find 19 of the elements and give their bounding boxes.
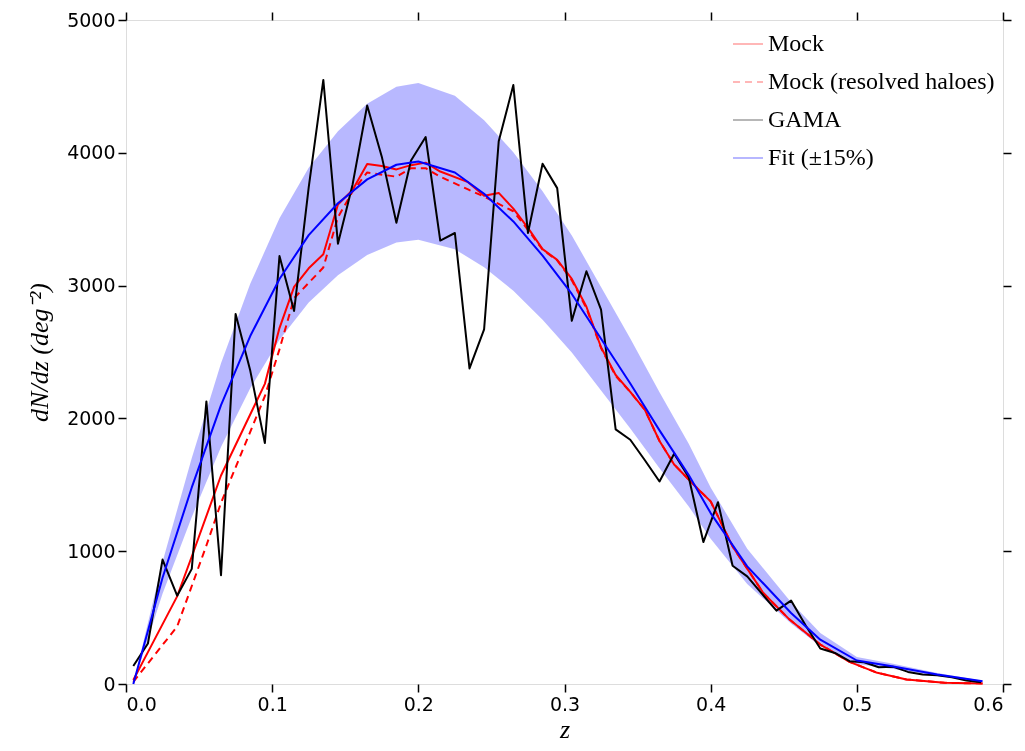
- x-tick-label: 0.0: [126, 692, 157, 715]
- x-tick-label: 0.2: [403, 692, 434, 715]
- x-tick-label: 0.1: [257, 692, 288, 715]
- x-tick-label: 0.4: [696, 692, 727, 715]
- y-tick-label: 1000: [67, 539, 116, 562]
- legend-label: Mock (resolved haloes): [768, 68, 995, 94]
- y-tick-label: 0: [103, 672, 116, 695]
- legend-label: GAMA: [768, 106, 842, 132]
- legend-label: Fit (±15%): [768, 144, 874, 170]
- y-tick-label: 3000: [67, 274, 116, 297]
- y-tick-label: 5000: [67, 8, 116, 31]
- x-tick-label: 0.5: [842, 692, 873, 715]
- x-tick-label: 0.6: [973, 692, 1004, 715]
- y-tick-label: 2000: [67, 406, 116, 429]
- y-axis-title: dN/dz (deg⁻²): [25, 283, 55, 422]
- x-axis-title: z: [558, 714, 571, 744]
- x-tick-label: 0.3: [549, 692, 581, 715]
- legend-label: Mock: [768, 30, 824, 56]
- y-tick-label: 4000: [67, 141, 116, 164]
